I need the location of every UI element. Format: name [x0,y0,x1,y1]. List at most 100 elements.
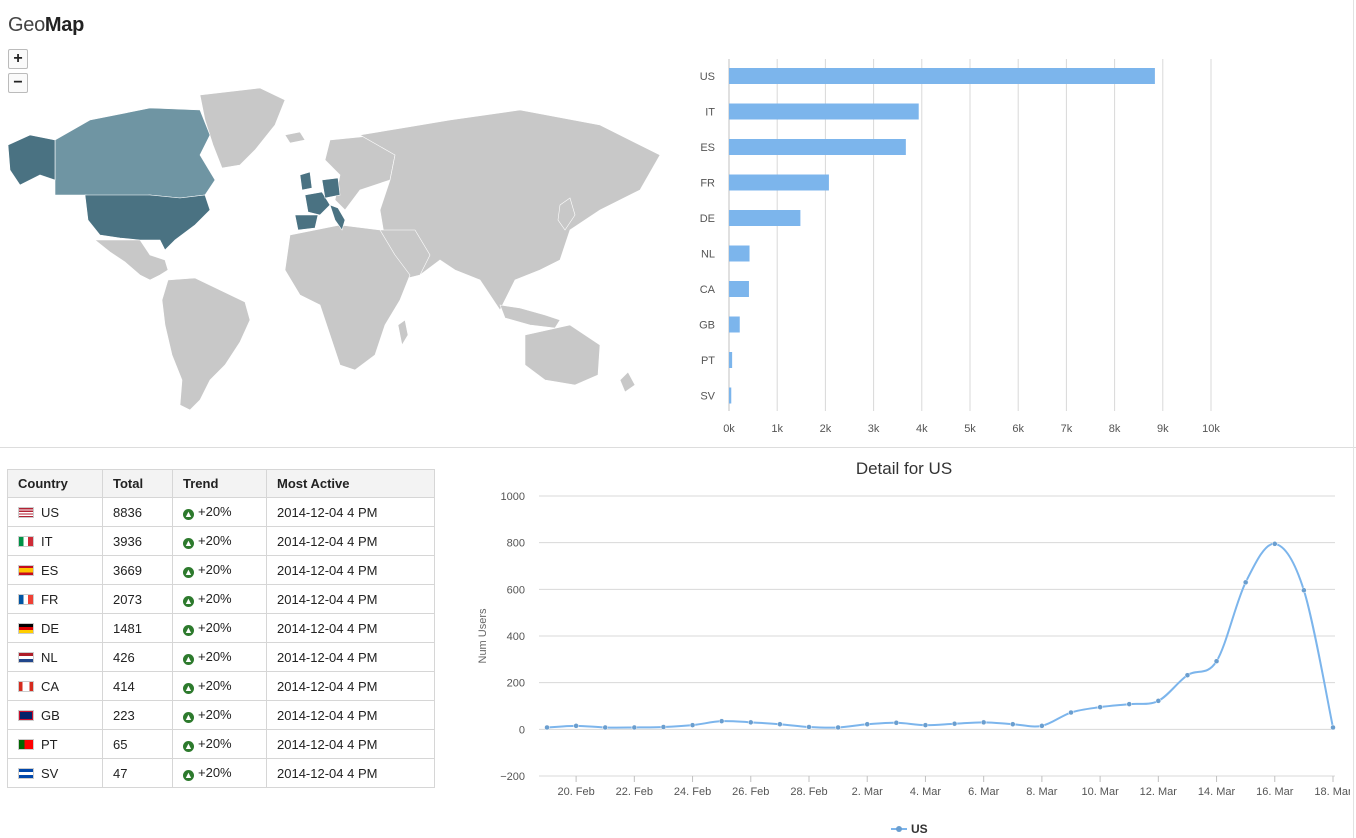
data-point[interactable] [1301,587,1307,594]
header-trend[interactable]: Trend [172,469,267,498]
cell-trend: ▲ +20% [172,613,267,643]
map-canada[interactable] [54,107,216,199]
table-row[interactable]: NL 426 ▲ +20% 2014-12-04 4 PM [7,642,435,672]
data-point[interactable] [718,718,725,724]
country-code: FR [41,591,59,607]
data-point[interactable] [1097,704,1103,710]
map-indonesia[interactable] [499,304,561,329]
data-point[interactable] [1184,672,1191,678]
data-point[interactable] [1272,541,1278,547]
data-point[interactable] [1126,701,1132,707]
header-most-active[interactable]: Most Active [266,469,435,498]
map-spain[interactable] [294,214,319,231]
trend-value: +20% [198,765,232,780]
bar-us[interactable] [729,68,1155,84]
world-map[interactable] [0,80,680,420]
map-central-america[interactable] [94,239,169,281]
map-new-zealand[interactable] [619,371,636,393]
flag-icon [18,535,34,547]
arrow-up-circle-icon: ▲ [183,538,194,549]
data-point[interactable] [544,724,550,731]
data-point[interactable] [1155,698,1162,704]
map-japan[interactable] [557,197,576,231]
table-row[interactable]: PT 65 ▲ +20% 2014-12-04 4 PM [7,729,435,759]
flag-icon [18,651,34,663]
bar-category-label: DE [700,213,715,225]
bar-fr[interactable] [729,174,829,191]
table-row[interactable]: SV 47 ▲ +20% 2014-12-04 4 PM [7,758,435,788]
bar-es[interactable] [729,139,906,155]
data-point[interactable] [660,724,667,730]
bar-sv[interactable] [729,387,732,404]
table-row[interactable]: DE 1481 ▲ +20% 2014-12-04 4 PM [7,613,435,643]
arrow-up-circle-icon: ▲ [183,770,194,781]
data-point[interactable] [835,724,841,731]
header-country[interactable]: Country [7,469,103,498]
table-row[interactable]: GB 223 ▲ +20% 2014-12-04 4 PM [7,700,435,730]
map-madagascar[interactable] [397,319,409,346]
cell-total: 1481 [102,613,173,643]
cell-trend: ▲ +20% [172,497,267,527]
bar-de[interactable] [729,210,801,226]
data-point[interactable] [602,724,608,731]
map-alaska[interactable] [7,134,56,186]
bar-it[interactable] [729,103,919,120]
bar-nl[interactable] [729,245,750,262]
cell-country: FR [7,584,103,614]
table-row[interactable]: US 8836 ▲ +20% 2014-12-04 4 PM [7,497,435,527]
cell-country: IT [7,526,103,556]
zoom-out-button[interactable]: − [8,73,28,93]
data-point[interactable] [631,724,638,731]
table-row[interactable]: ES 3669 ▲ +20% 2014-12-04 4 PM [7,555,435,585]
trend-value: +20% [198,591,232,606]
table-row[interactable]: IT 3936 ▲ +20% 2014-12-04 4 PM [7,526,435,556]
cell-total: 8836 [102,497,173,527]
y-tick-label: 1000 [501,491,525,503]
map-australia[interactable] [524,324,601,386]
x-tick-label: 24. Feb [674,786,711,798]
header-total[interactable]: Total [102,469,173,498]
bar-ca[interactable] [729,281,749,297]
cell-most-active: 2014-12-04 4 PM [266,613,435,643]
data-point[interactable] [689,722,696,728]
cell-trend: ▲ +20% [172,555,267,585]
map-germany[interactable] [321,177,341,199]
data-point[interactable] [893,720,900,726]
data-point[interactable] [922,722,929,728]
bar-gb[interactable] [729,316,740,333]
map-iceland[interactable] [284,131,306,144]
y-axis-label: Num Users [477,608,489,664]
data-point[interactable] [1068,709,1074,716]
map-france[interactable] [304,191,331,216]
data-point[interactable] [951,720,958,727]
data-point[interactable] [573,723,579,729]
arrow-up-circle-icon: ▲ [183,654,194,665]
data-point[interactable] [1039,723,1045,729]
map-asia[interactable] [359,109,661,311]
flag-icon [18,564,34,576]
zoom-in-button[interactable]: + [8,49,28,69]
bar-pt[interactable] [729,352,733,368]
arrow-up-circle-icon: ▲ [183,741,194,752]
data-point[interactable] [777,721,783,727]
data-point[interactable] [1213,658,1220,664]
data-point[interactable] [1242,579,1249,586]
data-point[interactable] [980,719,987,726]
map-uk[interactable] [299,171,313,191]
map-italy[interactable] [329,204,346,231]
y-tick-label: 200 [507,678,525,690]
map-usa[interactable] [84,194,211,251]
data-point[interactable] [748,719,754,726]
table-row[interactable]: CA 414 ▲ +20% 2014-12-04 4 PM [7,671,435,701]
data-point[interactable] [1330,724,1336,731]
data-point[interactable] [806,724,812,730]
map-south-america[interactable] [161,277,251,411]
flag-icon [18,680,34,692]
bar-x-tick-label: 0k [723,423,735,435]
data-point[interactable] [864,721,870,727]
map-greenland[interactable] [199,87,286,169]
table-row[interactable]: FR 2073 ▲ +20% 2014-12-04 4 PM [7,584,435,614]
legend-item-us[interactable]: US [891,822,928,836]
data-point[interactable] [1010,721,1016,727]
map-africa[interactable] [284,224,411,371]
